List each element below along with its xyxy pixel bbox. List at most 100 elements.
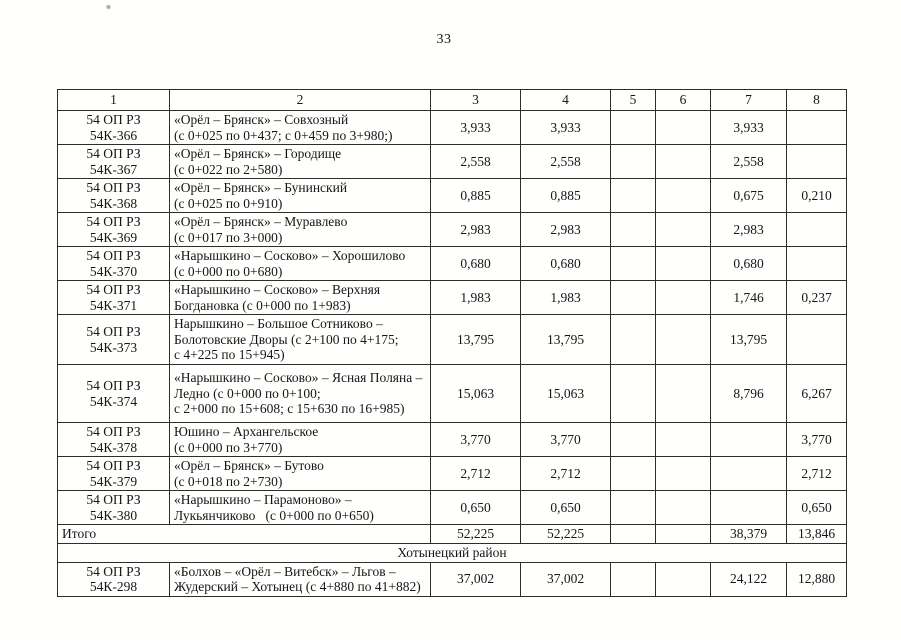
road-name-cell: «Орёл – Брянск» – Совхозный (с 0+025 по … [169,110,431,145]
value-cell-6 [655,364,711,423]
value-cell-7: 24,122 [710,561,787,597]
road-code-cell: 54 ОП РЗ 54К-368 [57,178,170,213]
value-cell-3: 0,650 [430,490,521,525]
value-cell-6 [655,246,711,281]
value-cell-4: 13,795 [520,314,611,365]
road-name-cell: «Болхов – «Орёл – Витебск» – Льгов – Жуд… [169,561,431,597]
section-row: Хотынецкий район [57,542,847,563]
value-cell-7 [710,490,787,525]
table-row: 54 ОП РЗ 54К-371 «Нарышкино – Сосково» –… [57,280,847,315]
value-cell-4: 3,933 [520,110,611,145]
value-cell-6 [655,110,711,145]
value-cell-5 [610,314,656,365]
value-cell-8: 0,650 [786,490,847,525]
road-code-cell: 54 ОП РЗ 54К-371 [57,280,170,315]
table-row: 54 ОП РЗ 54К-368 «Орёл – Брянск» – Бунин… [57,178,847,213]
value-cell-5 [610,456,656,491]
value-cell-8: 13,846 [786,524,847,544]
column-header-4: 4 [520,89,611,111]
value-cell-5 [610,280,656,315]
value-cell-8 [786,212,847,247]
value-cell-7: 38,379 [710,524,787,544]
value-cell-3: 2,712 [430,456,521,491]
value-cell-7: 2,983 [710,212,787,247]
road-code-cell: 54 ОП РЗ 54К-380 [57,490,170,525]
value-cell-7: 1,746 [710,280,787,315]
table-row: 54 ОП РЗ 54К-370 «Нарышкино – Сосково» –… [57,246,847,281]
value-cell-3: 3,933 [430,110,521,145]
value-cell-5 [610,178,656,213]
total-row: Итого 52,225 52,225 38,379 13,846 [57,524,847,544]
value-cell-4: 52,225 [520,524,611,544]
table-row: 54 ОП РЗ 54К-378 Юшино – Архангельское (… [57,422,847,457]
value-cell-3: 2,983 [430,212,521,247]
value-cell-3: 3,770 [430,422,521,457]
column-header-1: 1 [57,89,170,111]
value-cell-6 [655,422,711,457]
table-row: 54 ОП РЗ 54К-366 «Орёл – Брянск» – Совхо… [57,110,847,145]
road-code-cell: 54 ОП РЗ 54К-369 [57,212,170,247]
value-cell-5 [610,524,656,544]
road-name-cell: «Нарышкино – Сосково» – Хорошилово (с 0+… [169,246,431,281]
value-cell-8: 6,267 [786,364,847,423]
value-cell-5 [610,422,656,457]
value-cell-6 [655,212,711,247]
table-row: 54 ОП РЗ 54К-380 «Нарышкино – Парамоново… [57,490,847,525]
value-cell-4: 2,558 [520,144,611,179]
road-code-cell: 54 ОП РЗ 54К-379 [57,456,170,491]
column-header-3: 3 [430,89,521,111]
road-code-cell: 54 ОП РЗ 54К-367 [57,144,170,179]
value-cell-6 [655,314,711,365]
column-header-8: 8 [786,89,847,111]
value-cell-8: 0,210 [786,178,847,213]
road-name-cell: Нарышкино – Большое Сотниково – Болотовс… [169,314,431,365]
value-cell-6 [655,280,711,315]
table-row: 54 ОП РЗ 54К-369 «Орёл – Брянск» – Мурав… [57,212,847,247]
value-cell-5 [610,110,656,145]
table-row: 54 ОП РЗ 54К-373 Нарышкино – Большое Сот… [57,314,847,365]
value-cell-3: 0,885 [430,178,521,213]
value-cell-7: 13,795 [710,314,787,365]
value-cell-3: 37,002 [430,561,521,597]
value-cell-7: 3,933 [710,110,787,145]
column-header-7: 7 [710,89,787,111]
value-cell-7: 2,558 [710,144,787,179]
table-row: 54 ОП РЗ 54К-379 «Орёл – Брянск» – Бутов… [57,456,847,491]
value-cell-4: 0,885 [520,178,611,213]
road-code-cell: 54 ОП РЗ 54К-366 [57,110,170,145]
table-row: 54 ОП РЗ 54К-374 «Нарышкино – Сосково» –… [57,364,847,423]
scan-artifact [106,4,111,10]
value-cell-6 [655,456,711,491]
value-cell-7: 0,680 [710,246,787,281]
value-cell-6 [655,178,711,213]
value-cell-7: 0,675 [710,178,787,213]
value-cell-8: 2,712 [786,456,847,491]
page-number: 33 [436,32,452,47]
value-cell-8: 0,237 [786,280,847,315]
value-cell-6 [655,561,711,597]
road-name-cell: «Орёл – Брянск» – Бутово (с 0+018 по 2+7… [169,456,431,491]
road-name-cell: «Нарышкино – Парамоново» – Лукьянчиково … [169,490,431,525]
value-cell-5 [610,490,656,525]
value-cell-5 [610,561,656,597]
road-code-cell: 54 ОП РЗ 54К-370 [57,246,170,281]
column-header-5: 5 [610,89,656,111]
value-cell-5 [610,144,656,179]
value-cell-4: 2,712 [520,456,611,491]
road-code-cell: 54 ОП РЗ 54К-298 [57,561,170,597]
value-cell-7: 8,796 [710,364,787,423]
value-cell-3: 0,680 [430,246,521,281]
value-cell-4: 0,650 [520,490,611,525]
value-cell-4: 1,983 [520,280,611,315]
value-cell-5 [610,364,656,423]
road-code-cell: 54 ОП РЗ 54К-378 [57,422,170,457]
column-header-6: 6 [655,89,711,111]
road-name-cell: Юшино – Архангельское (с 0+000 по 3+770) [169,422,431,457]
value-cell-7 [710,422,787,457]
value-cell-8 [786,246,847,281]
value-cell-4: 2,983 [520,212,611,247]
value-cell-8: 12,880 [786,561,847,597]
value-cell-3: 2,558 [430,144,521,179]
value-cell-5 [610,212,656,247]
